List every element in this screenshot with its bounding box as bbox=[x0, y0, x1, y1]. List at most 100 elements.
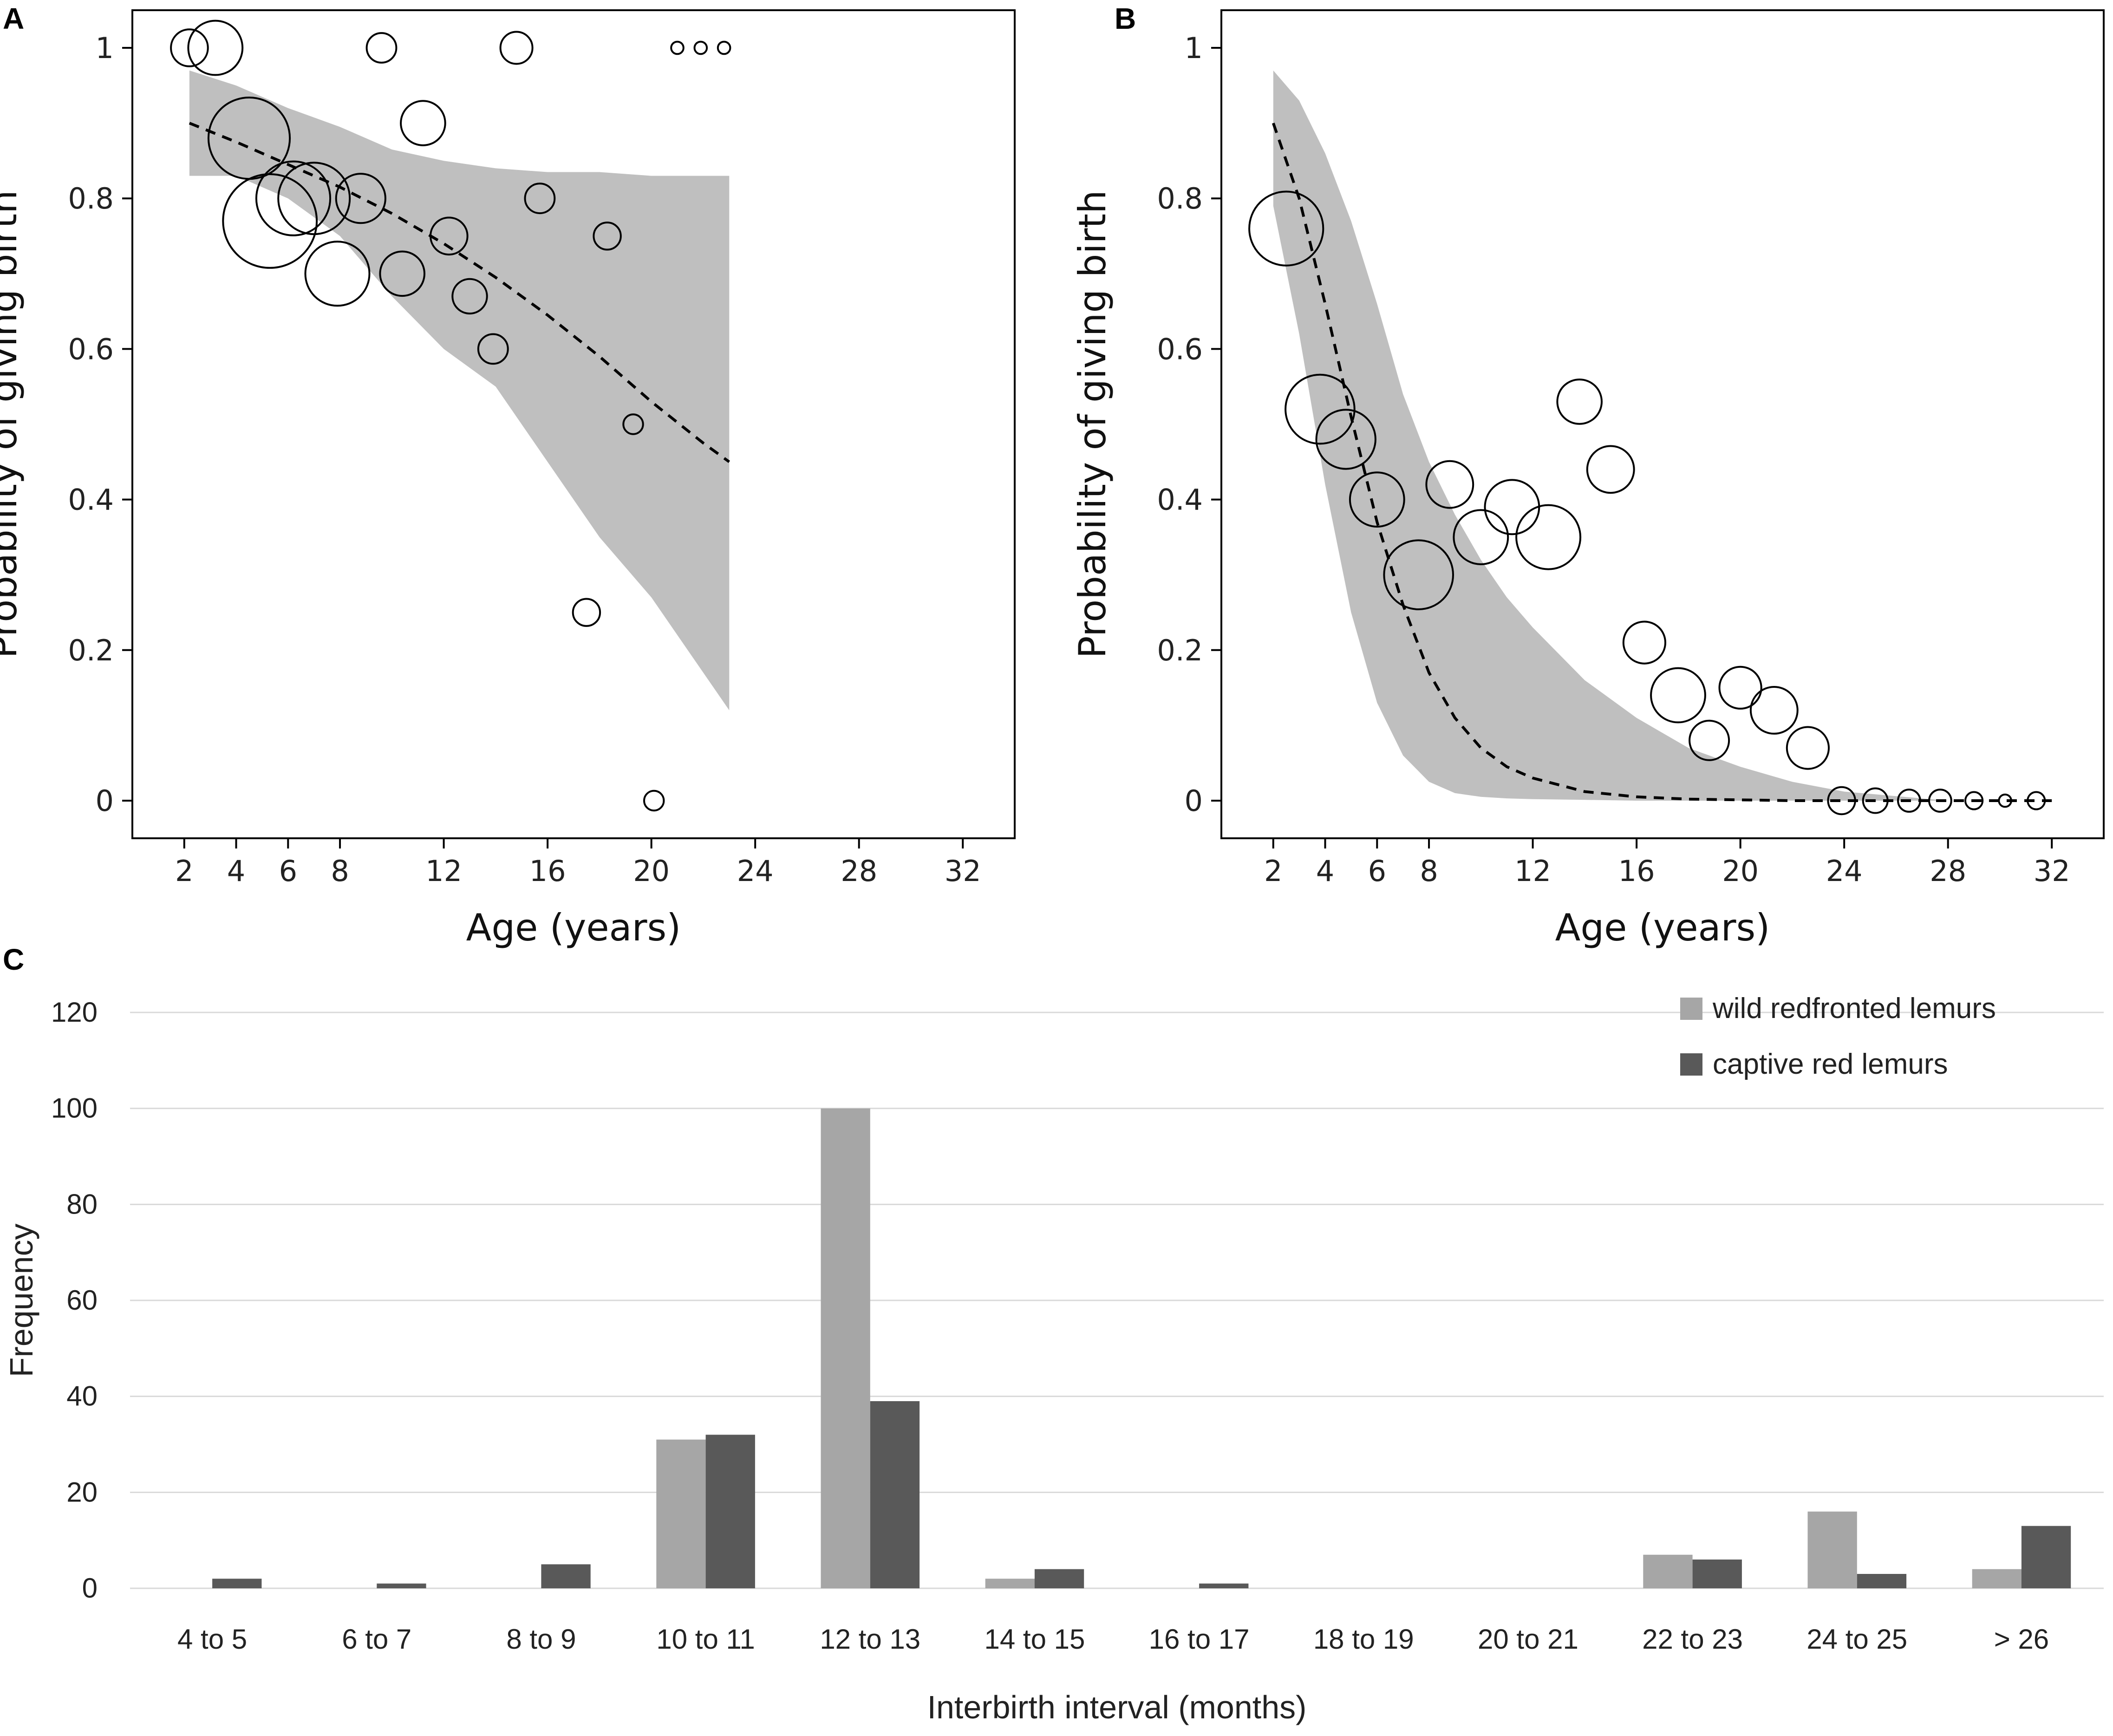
panel-b-point bbox=[1622, 620, 1666, 665]
panel-b-x-tick-label: 24 bbox=[1826, 854, 1863, 888]
panel-c-x-tick-label: 16 to 17 bbox=[1149, 1624, 1250, 1655]
panel-c-y-tick-label: 120 bbox=[51, 997, 98, 1028]
panel-b-fit-curve bbox=[1272, 123, 2052, 802]
panel-a-y-axis-title: Probability of giving birth bbox=[0, 190, 25, 658]
panel-c-x-tick-label: 24 to 25 bbox=[1806, 1624, 1907, 1655]
panel-a-x-tick-label: 2 bbox=[175, 854, 193, 888]
panel-b-point bbox=[1315, 409, 1376, 470]
panel-a-point bbox=[670, 40, 685, 55]
panel-b-y-tick-label: 1 bbox=[1185, 31, 1203, 65]
panel-c-legend: wild redfronted lemurs captive red lemur… bbox=[1680, 992, 1996, 1080]
panel-c-y-tick-label: 80 bbox=[66, 1188, 98, 1220]
bar-wild bbox=[1972, 1569, 2022, 1588]
panel-b-point bbox=[1586, 445, 1635, 494]
panel-a-x-tick-label: 20 bbox=[633, 854, 670, 888]
panel-c-x-tick-label: 10 to 11 bbox=[656, 1624, 755, 1655]
panel-a-x-tick-label: 28 bbox=[841, 854, 877, 888]
panel-a-fit-line bbox=[189, 122, 730, 463]
bar-wild bbox=[1807, 1511, 1857, 1588]
bar-captive bbox=[212, 1579, 262, 1588]
bar-captive bbox=[541, 1564, 591, 1588]
panel-c-y-tick-label: 20 bbox=[66, 1476, 98, 1508]
panel-a-point bbox=[717, 40, 731, 55]
panel-a-point bbox=[335, 173, 386, 224]
bar-wild bbox=[985, 1579, 1035, 1588]
panel-b-y-tick-label: 0.2 bbox=[1157, 633, 1203, 667]
panel-a-point bbox=[170, 28, 209, 67]
panel-a-y-tick-label: 0 bbox=[96, 784, 114, 818]
panel-a-points bbox=[170, 20, 731, 812]
panel-c-x-tick-label: > 26 bbox=[1994, 1624, 2049, 1655]
panel-b-x-tick-label: 2 bbox=[1264, 854, 1282, 888]
panel-c-x-tick-label: 22 to 23 bbox=[1642, 1624, 1743, 1655]
panel-a-point bbox=[693, 40, 708, 55]
panel-b-x-tick-label: 20 bbox=[1722, 854, 1759, 888]
panel-c-x-tick-label: 20 to 21 bbox=[1478, 1624, 1578, 1655]
panel-c-y-axis-title: Frequency bbox=[3, 1224, 39, 1377]
bar-captive bbox=[1199, 1583, 1249, 1588]
panel-b-x-tick-label: 28 bbox=[1930, 854, 1966, 888]
panel-a-point bbox=[400, 100, 446, 146]
panel-c-y-tick-label: 100 bbox=[51, 1093, 98, 1124]
bar-captive bbox=[1034, 1569, 1084, 1588]
panel-a-point bbox=[524, 183, 556, 215]
panel-a-y-tick-label: 0.8 bbox=[68, 182, 114, 215]
panel-a-x-tick-label: 6 bbox=[279, 854, 297, 888]
panel-a-x-tick-label: 16 bbox=[529, 854, 566, 888]
panel-b-y-tick-label: 0 bbox=[1185, 784, 1203, 818]
panel-a-point bbox=[255, 160, 332, 236]
panel-c-x-tick-label: 6 to 7 bbox=[342, 1624, 411, 1655]
panel-c-y-tick-label: 40 bbox=[66, 1381, 98, 1412]
panel-b-x-tick-label: 6 bbox=[1368, 854, 1386, 888]
bar-captive bbox=[377, 1583, 426, 1588]
panel-a-x-tick-label: 12 bbox=[425, 854, 462, 888]
panel-a-point bbox=[451, 278, 488, 315]
panel-b-ci-area bbox=[1273, 70, 1948, 801]
panel-c-y-tick-label: 0 bbox=[82, 1573, 98, 1604]
panel-b-point bbox=[1689, 719, 1730, 761]
panel-a-x-axis-title: Age (years) bbox=[466, 906, 681, 949]
panel-b-point bbox=[1515, 504, 1582, 570]
panel-b-x-axis-title: Age (years) bbox=[1555, 906, 1770, 949]
panel-a-point bbox=[187, 20, 244, 76]
panel-b-x-tick-label: 12 bbox=[1514, 854, 1551, 888]
bar-wild bbox=[656, 1439, 706, 1588]
panel-c-x-tick-label: 12 to 13 bbox=[820, 1624, 920, 1655]
panel-b-point bbox=[1556, 379, 1603, 425]
panel-b-point bbox=[1928, 789, 1952, 813]
panel-c-x-tick-label: 4 to 5 bbox=[177, 1624, 247, 1655]
panel-c-chart: 0 20 40 60 80 100 120 4 to 5 6 to 7 8 to 9 10 to 1… bbox=[3, 992, 2104, 1725]
panel-b-y-tick-label: 0.6 bbox=[1157, 332, 1203, 366]
panel-a-point bbox=[379, 250, 426, 297]
panel-b-x-tick-label: 16 bbox=[1618, 854, 1655, 888]
panel-b-y-tick-label: 0.8 bbox=[1157, 182, 1203, 215]
panel-a-point bbox=[593, 222, 622, 251]
panel-label-c: C bbox=[3, 943, 24, 976]
panel-b-point bbox=[1248, 190, 1324, 267]
panel-b-point bbox=[1383, 539, 1454, 610]
panel-b-point bbox=[1453, 509, 1509, 565]
panel-a-y-tick-label: 0.4 bbox=[68, 483, 114, 517]
bar-wild bbox=[821, 1108, 870, 1588]
panel-a-x-tick-label: 8 bbox=[331, 854, 349, 888]
panel-c-x-tick-label: 18 to 19 bbox=[1313, 1624, 1414, 1655]
panel-b-point bbox=[1425, 460, 1474, 509]
legend-label-captive: captive red lemurs bbox=[1713, 1048, 1948, 1080]
panel-c-x-tick-label: 14 to 15 bbox=[984, 1624, 1085, 1655]
panel-a-point bbox=[304, 241, 371, 307]
panel-a-point bbox=[643, 790, 665, 812]
panel-c-x-axis-title: Interbirth interval (months) bbox=[927, 1689, 1307, 1725]
panel-b-y-axis-title: Probability of giving birth bbox=[1071, 190, 1114, 658]
legend-label-wild: wild redfronted lemurs bbox=[1712, 992, 1996, 1025]
panel-b-point bbox=[1718, 666, 1762, 710]
panel-a-point bbox=[477, 333, 509, 365]
panel-b-point bbox=[1650, 667, 1706, 724]
panel-c-gridlines bbox=[130, 1012, 2104, 1589]
panel-b-confidence-band bbox=[1273, 70, 1948, 801]
panel-a-point bbox=[499, 31, 534, 65]
panel-b-point bbox=[1964, 791, 1984, 810]
